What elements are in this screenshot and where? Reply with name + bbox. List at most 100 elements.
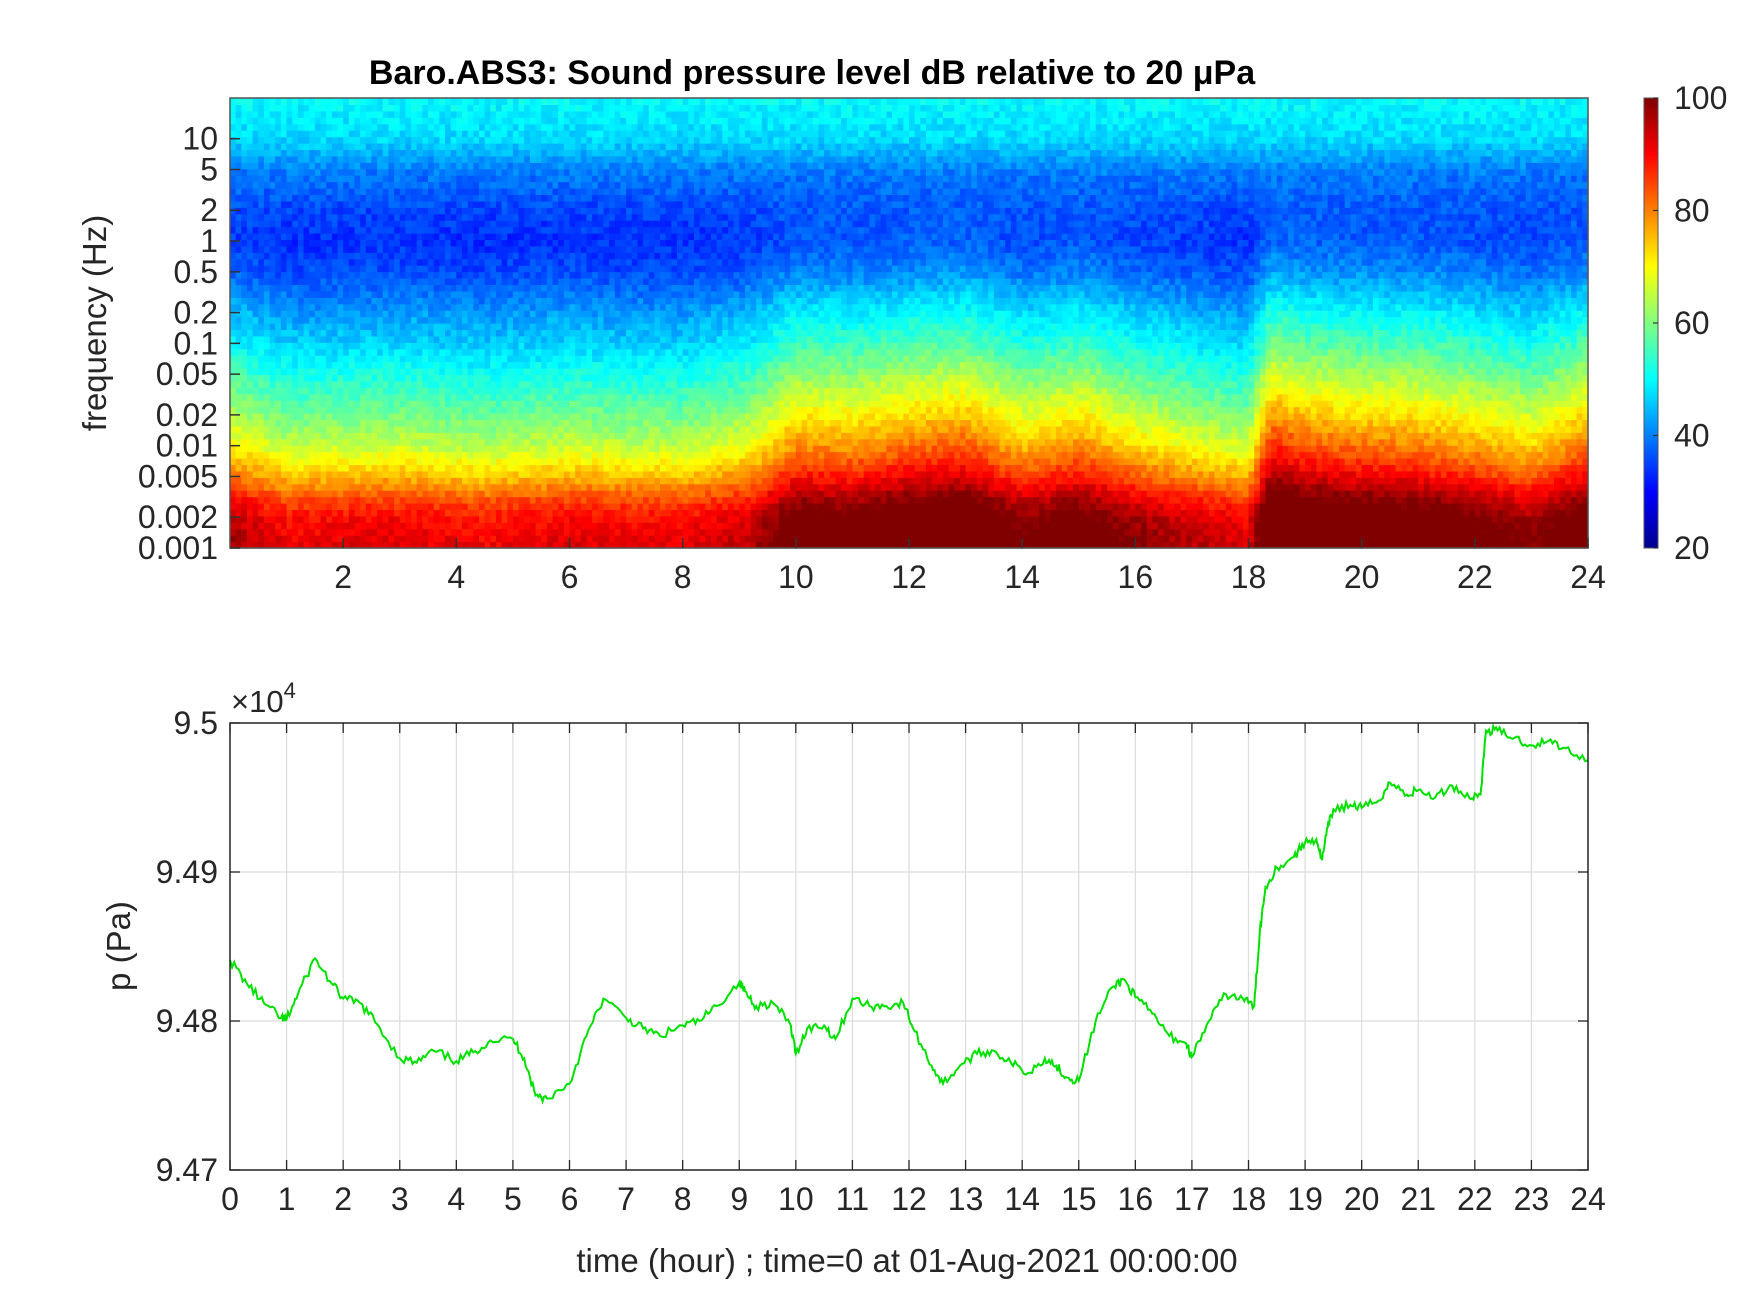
spectrogram-cell: [315, 188, 321, 195]
spectrogram-cell: [445, 252, 451, 259]
spectrogram-cell: [270, 329, 276, 336]
spectrogram-cell: [388, 137, 394, 144]
spectrogram-cell: [258, 503, 264, 510]
spectrogram-cell: [354, 503, 360, 510]
spectrogram-cell: [530, 419, 536, 426]
spectrogram-cell: [321, 426, 327, 433]
spectrogram-cell: [620, 252, 626, 259]
spectrogram-cell: [547, 175, 553, 182]
spectrogram-cell: [428, 137, 434, 144]
spectrogram-cell: [456, 162, 462, 169]
spectrogram-cell: [502, 464, 508, 471]
spectrogram-cell: [586, 175, 592, 182]
spectrogram-cell: [547, 477, 553, 484]
spectrogram-cell: [558, 272, 564, 279]
spectrogram-cell: [377, 310, 383, 317]
spectrogram-cell: [547, 381, 553, 388]
spectrogram-cell: [343, 400, 349, 407]
spectrogram-cell: [377, 207, 383, 214]
spectrogram-cell: [264, 419, 270, 426]
spectrogram-cell: [603, 272, 609, 279]
spectrogram-cell: [502, 169, 508, 176]
spectrogram-cell: [304, 252, 310, 259]
spectrogram-cell: [304, 310, 310, 317]
spectrogram-cell: [558, 516, 564, 523]
spectrogram-cell: [304, 259, 310, 266]
spectrogram-cell: [258, 149, 264, 156]
spectrogram-cell: [456, 535, 462, 542]
spectrogram-cell: [553, 426, 559, 433]
spectrogram-cell: [507, 111, 513, 118]
spectrogram-cell: [513, 220, 519, 227]
spectrogram-cell: [417, 201, 423, 208]
spectrogram-cell: [394, 194, 400, 201]
spectrogram-cell: [405, 464, 411, 471]
spectrogram-cell: [434, 439, 440, 446]
spectrogram-cell: [338, 188, 344, 195]
spectrogram-cell: [490, 432, 496, 439]
spectrogram-cell: [309, 310, 315, 317]
spectrogram-cell: [434, 529, 440, 536]
spectrogram-cell: [513, 529, 519, 536]
spectrogram-cell: [338, 394, 344, 401]
spectrogram-cell: [270, 464, 276, 471]
spectrogram-cell: [338, 497, 344, 504]
spectrogram-cell: [315, 111, 321, 118]
spectrogram-cell: [564, 516, 570, 523]
spectrogram-cell: [304, 381, 310, 388]
spectrogram-cell: [507, 336, 513, 343]
spectrogram-cell: [405, 220, 411, 227]
spectrogram-cell: [338, 111, 344, 118]
spectrogram-cell: [343, 117, 349, 124]
spectrogram-cell: [264, 272, 270, 279]
spectrogram-cell: [264, 117, 270, 124]
spectrogram-cell: [388, 130, 394, 137]
spectrogram-cell: [394, 323, 400, 330]
spectrogram-cell: [247, 169, 253, 176]
spectrogram-cell: [439, 458, 445, 465]
spectrogram-cell: [281, 381, 287, 388]
spectrogram-cell: [417, 104, 423, 111]
spectrogram-cell: [485, 162, 491, 169]
spectrogram-cell: [620, 509, 626, 516]
spectrogram-cell: [275, 426, 281, 433]
spectrogram-cell: [479, 368, 485, 375]
spectrogram-cell: [400, 124, 406, 131]
spectrogram-cell: [388, 452, 394, 459]
spectrogram-cell: [326, 458, 332, 465]
spectrogram-cell: [609, 432, 615, 439]
spectrogram-cell: [360, 535, 366, 542]
spectrogram-cell: [400, 259, 406, 266]
spectrogram-cell: [502, 304, 508, 311]
spectrogram-cell: [490, 117, 496, 124]
spectrogram-cell: [615, 182, 621, 189]
spectrogram-cell: [292, 278, 298, 285]
spectrogram-cell: [603, 445, 609, 452]
spectrogram-cell: [632, 497, 638, 504]
spectrogram-cell: [422, 509, 428, 516]
spectrogram-cell: [592, 355, 598, 362]
spectrogram-cell: [287, 342, 293, 349]
spectrogram-cell: [609, 259, 615, 266]
spectrogram-cell: [507, 400, 513, 407]
spectrogram-cell: [456, 362, 462, 369]
spectrogram-cell: [377, 265, 383, 272]
spectrogram-cell: [462, 464, 468, 471]
spectrogram-cell: [473, 471, 479, 478]
spectrogram-cell: [620, 162, 626, 169]
spectrogram-cell: [400, 227, 406, 234]
spectrogram-cell: [581, 265, 587, 272]
spectrogram-cell: [241, 349, 247, 356]
spectrogram-cell: [411, 227, 417, 234]
spectrogram-cell: [264, 477, 270, 484]
spectrogram-cell: [264, 503, 270, 510]
spectrogram-cell: [519, 278, 525, 285]
spectrogram-cell: [230, 329, 236, 336]
spectrogram-cell: [315, 368, 321, 375]
spectrogram-cell: [287, 111, 293, 118]
spectrogram-cell: [434, 201, 440, 208]
spectrogram-cell: [360, 284, 366, 291]
spectrogram-cell: [366, 426, 372, 433]
spectrogram-cell: [309, 464, 315, 471]
